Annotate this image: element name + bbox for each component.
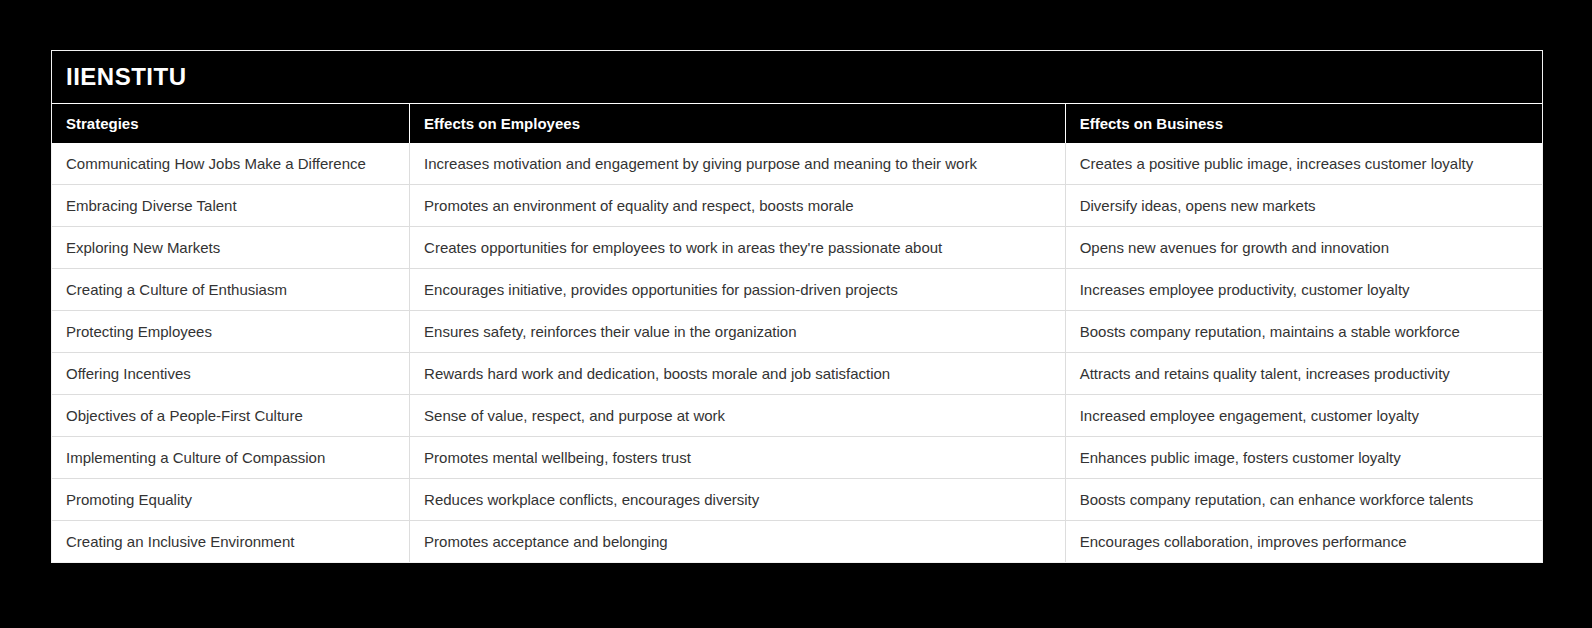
strategy-cell: Creating a Culture of Enthusiasm [52, 269, 410, 311]
table-row: Creating an Inclusive Environment Promot… [52, 521, 1542, 563]
strategy-cell: Offering Incentives [52, 353, 410, 395]
employees-effect-cell: Increases motivation and engagement by g… [410, 143, 1066, 185]
business-effect-cell: Creates a positive public image, increas… [1065, 143, 1542, 185]
strategy-cell: Embracing Diverse Talent [52, 185, 410, 227]
header-row: Strategies Effects on Employees Effects … [52, 104, 1542, 143]
business-effect-cell: Attracts and retains quality talent, inc… [1065, 353, 1542, 395]
page-title: IIENSTITU [66, 63, 187, 91]
employees-effect-cell: Encourages initiative, provides opportun… [410, 269, 1066, 311]
strategy-cell: Promoting Equality [52, 479, 410, 521]
employees-effect-cell: Creates opportunities for employees to w… [410, 227, 1066, 269]
strategy-cell: Protecting Employees [52, 311, 410, 353]
employees-effect-cell: Promotes mental wellbeing, fosters trust [410, 437, 1066, 479]
table-row: Embracing Diverse Talent Promotes an env… [52, 185, 1542, 227]
employees-effect-cell: Promotes acceptance and belonging [410, 521, 1066, 563]
page-background: { "page": { "background": "#000000" }, "… [0, 0, 1592, 628]
strategy-cell: Exploring New Markets [52, 227, 410, 269]
table-row: Creating a Culture of Enthusiasm Encoura… [52, 269, 1542, 311]
title-bar: IIENSTITU [52, 51, 1542, 104]
strategy-cell: Creating an Inclusive Environment [52, 521, 410, 563]
strategy-cell: Objectives of a People-First Culture [52, 395, 410, 437]
column-header-effects-on-employees: Effects on Employees [410, 104, 1066, 143]
business-effect-cell: Boosts company reputation, can enhance w… [1065, 479, 1542, 521]
business-effect-cell: Increased employee engagement, customer … [1065, 395, 1542, 437]
business-effect-cell: Increases employee productivity, custome… [1065, 269, 1542, 311]
column-header-strategies: Strategies [52, 104, 410, 143]
data-table: Strategies Effects on Employees Effects … [52, 104, 1542, 562]
employees-effect-cell: Promotes an environment of equality and … [410, 185, 1066, 227]
business-effect-cell: Diversify ideas, opens new markets [1065, 185, 1542, 227]
business-effect-cell: Enhances public image, fosters customer … [1065, 437, 1542, 479]
employees-effect-cell: Rewards hard work and dedication, boosts… [410, 353, 1066, 395]
table-card: IIENSTITU Strategies Effects on Employee… [51, 50, 1543, 563]
business-effect-cell: Encourages collaboration, improves perfo… [1065, 521, 1542, 563]
table-row: Offering Incentives Rewards hard work an… [52, 353, 1542, 395]
business-effect-cell: Opens new avenues for growth and innovat… [1065, 227, 1542, 269]
table-row: Communicating How Jobs Make a Difference… [52, 143, 1542, 185]
strategy-cell: Communicating How Jobs Make a Difference [52, 143, 410, 185]
table-row: Exploring New Markets Creates opportunit… [52, 227, 1542, 269]
strategy-cell: Implementing a Culture of Compassion [52, 437, 410, 479]
business-effect-cell: Boosts company reputation, maintains a s… [1065, 311, 1542, 353]
employees-effect-cell: Reduces workplace conflicts, encourages … [410, 479, 1066, 521]
employees-effect-cell: Ensures safety, reinforces their value i… [410, 311, 1066, 353]
table-row: Objectives of a People-First Culture Sen… [52, 395, 1542, 437]
employees-effect-cell: Sense of value, respect, and purpose at … [410, 395, 1066, 437]
column-header-effects-on-business: Effects on Business [1065, 104, 1542, 143]
table-row: Protecting Employees Ensures safety, rei… [52, 311, 1542, 353]
table-row: Promoting Equality Reduces workplace con… [52, 479, 1542, 521]
table-row: Implementing a Culture of Compassion Pro… [52, 437, 1542, 479]
